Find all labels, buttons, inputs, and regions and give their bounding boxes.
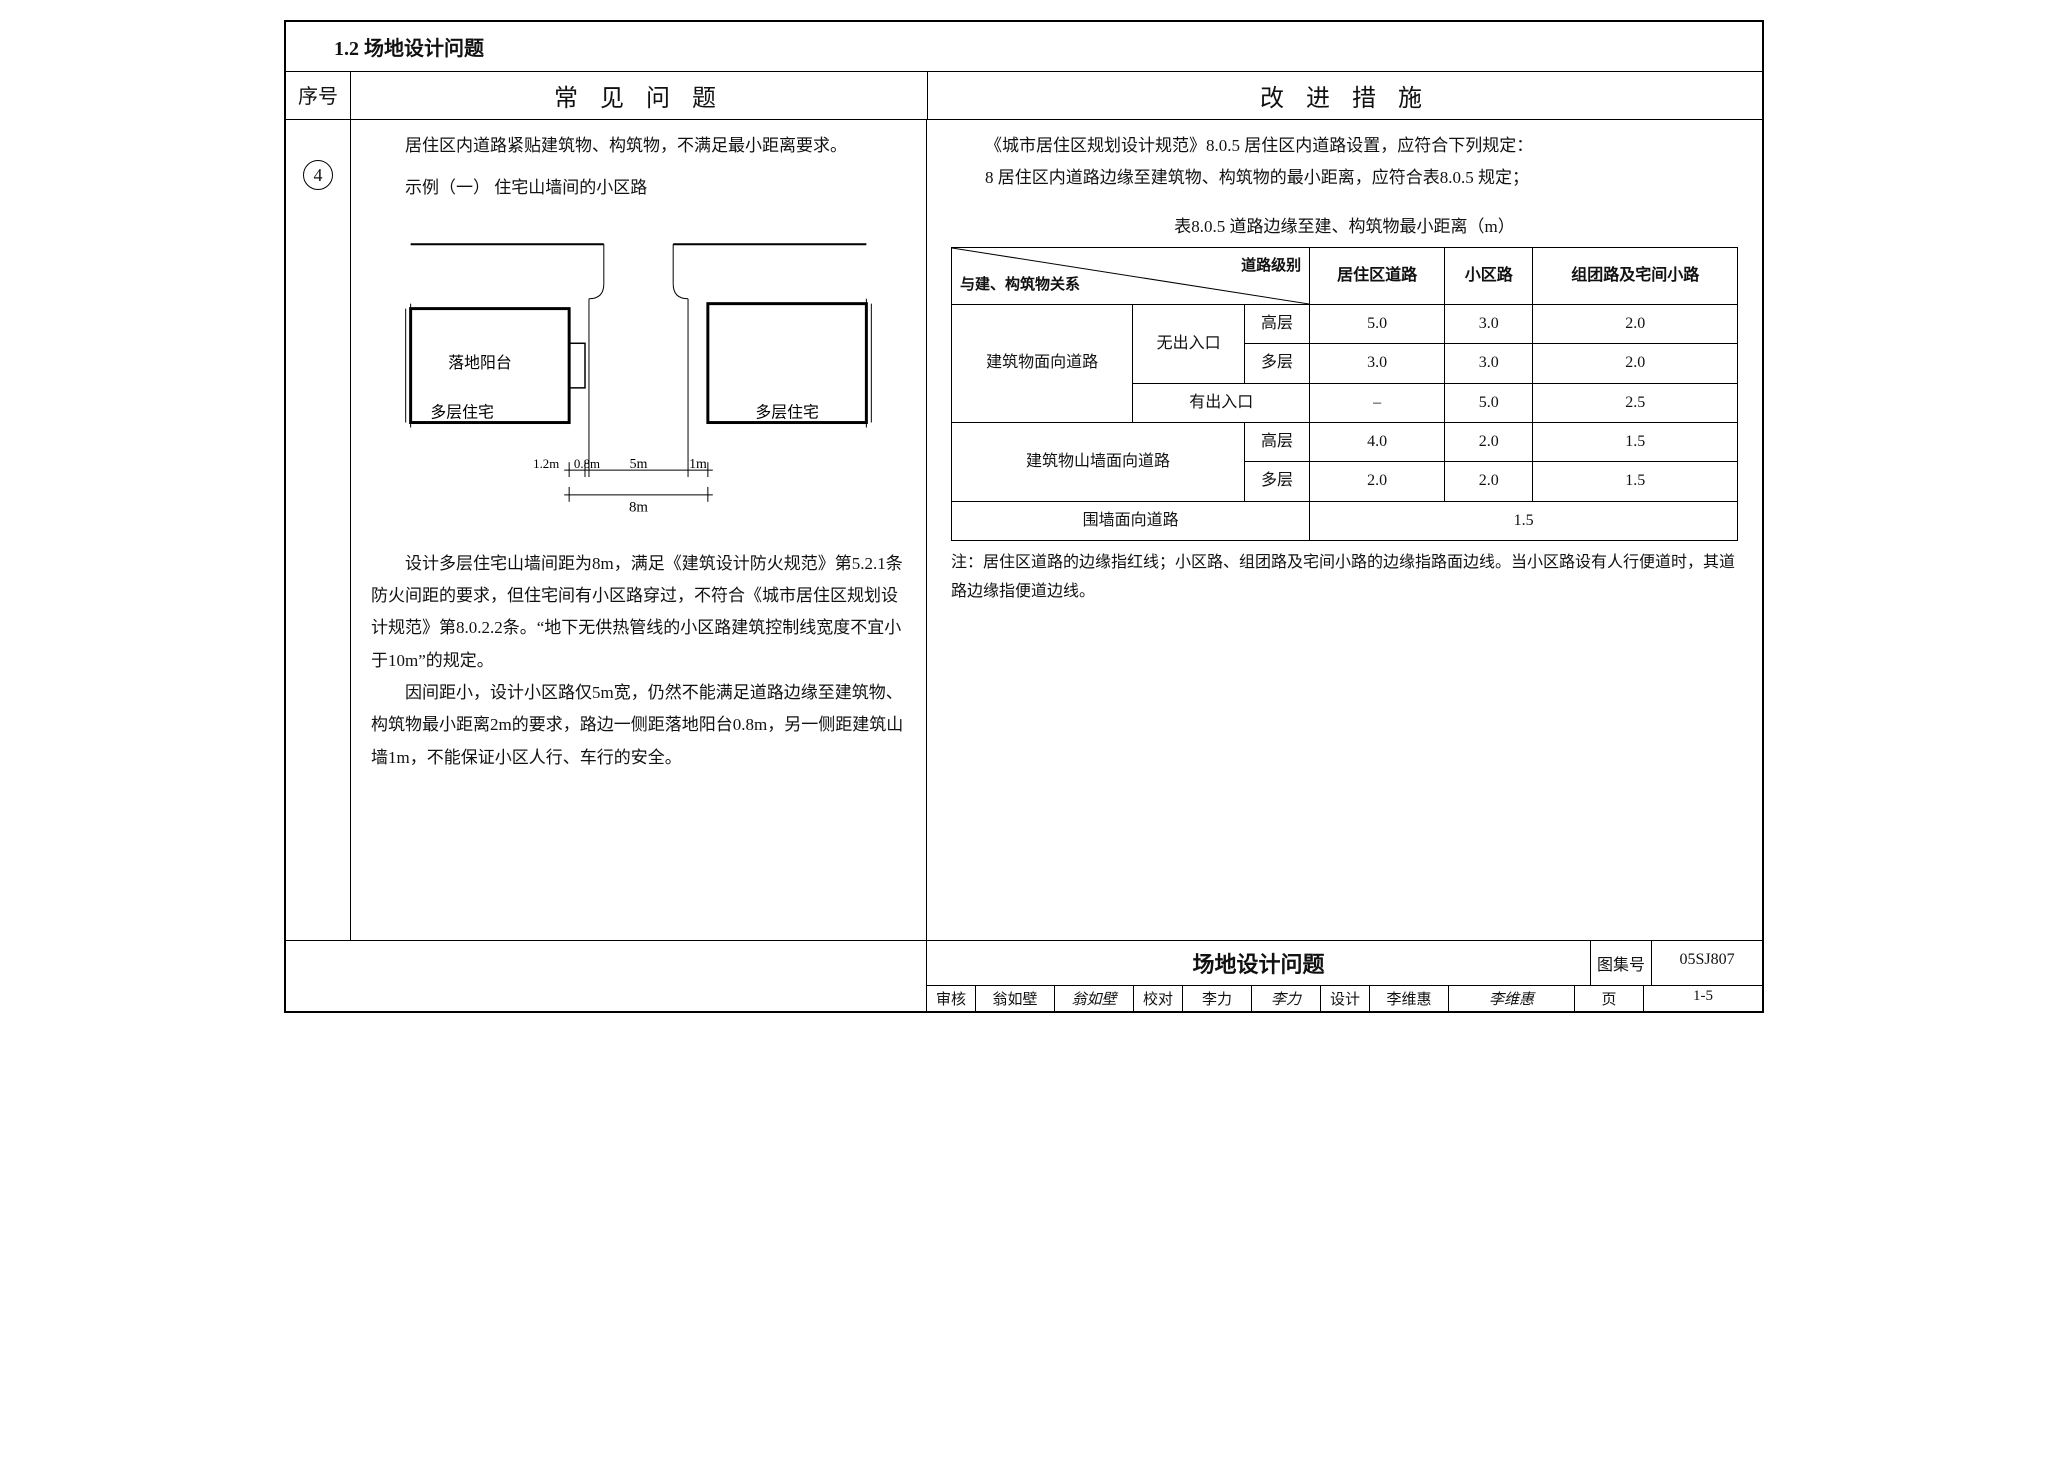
left-building-label: 多层住宅 bbox=[430, 403, 493, 421]
credit-sig-2: 李维惠 bbox=[1449, 986, 1575, 1011]
col-1: 小区路 bbox=[1445, 247, 1533, 304]
header-seq: 序号 bbox=[286, 72, 351, 119]
right-building-label: 多层住宅 bbox=[755, 403, 818, 421]
group1-label: 建筑物面向道路 bbox=[952, 304, 1133, 422]
group2-label: 建筑物山墙面向道路 bbox=[952, 423, 1245, 502]
seq-column: 4 bbox=[286, 120, 351, 940]
level-high: 高层 bbox=[1244, 304, 1309, 343]
section-title: 1.2 场地设计问题 bbox=[286, 22, 1762, 72]
credit-name-2: 李维惠 bbox=[1370, 986, 1449, 1011]
svg-text:1m: 1m bbox=[689, 457, 707, 472]
improve-para2: 8 居住区内道路边缘至建筑物、构筑物的最小距离，应符合表8.0.5 规定； bbox=[951, 162, 1738, 194]
level-multi: 多层 bbox=[1244, 344, 1309, 383]
credit-role-1: 校对 bbox=[1134, 986, 1183, 1011]
problem-para1: 设计多层住宅山墙间距为8m，满足《建筑设计防火规范》第5.2.1条防火间距的要求… bbox=[371, 548, 906, 677]
plan-diagram: 落地阳台 多层住宅 多层住宅 1.2m 0.8m 5m 1m 8m bbox=[371, 213, 906, 533]
group3-label: 围墙面向道路 bbox=[952, 501, 1310, 540]
svg-text:1.2m: 1.2m bbox=[533, 457, 559, 471]
svg-text:5m: 5m bbox=[630, 457, 648, 472]
credit-sig-0: 翁如壁 bbox=[1055, 986, 1134, 1011]
title-block: 场地设计问题 图集号 05SJ807 审核 翁如壁 翁如壁 校对 李力 李力 设… bbox=[286, 940, 1762, 1011]
slash-bottom: 与建、构筑物关系 bbox=[960, 271, 1080, 300]
problem-column: 居住区内道路紧贴建筑物、构筑物，不满足最小距离要求。 示例（一） 住宅山墙间的小… bbox=[351, 120, 927, 940]
header-improve: 改 进 措 施 bbox=[928, 72, 1762, 119]
col-0: 居住区道路 bbox=[1310, 247, 1445, 304]
distance-table: 道路级别 与建、构筑物关系 居住区道路 小区路 组团路及宅间小路 建筑物面向道路… bbox=[951, 247, 1738, 541]
credit-sig-1: 李力 bbox=[1252, 986, 1321, 1011]
svg-text:0.8m: 0.8m bbox=[574, 457, 600, 471]
page-value: 1-5 bbox=[1644, 986, 1762, 1011]
table-body: 4 居住区内道路紧贴建筑物、构筑物，不满足最小距离要求。 示例（一） 住宅山墙间… bbox=[286, 120, 1762, 940]
g1-sub1: 无出入口 bbox=[1133, 304, 1245, 383]
problem-line1: 居住区内道路紧贴建筑物、构筑物，不满足最小距离要求。 bbox=[371, 130, 906, 162]
page-frame: 1.2 场地设计问题 序号 常 见 问 题 改 进 措 施 4 居住区内道路紧贴… bbox=[284, 20, 1764, 1013]
code-value: 05SJ807 bbox=[1652, 941, 1762, 985]
table-note: 注：居住区道路的边缘指红线；小区路、组团路及宅间小路的边缘指路面边线。当小区路设… bbox=[951, 549, 1738, 607]
credit-name-1: 李力 bbox=[1183, 986, 1252, 1011]
table-caption: 表8.0.5 道路边缘至建、构筑物最小距离（m） bbox=[951, 211, 1738, 243]
seq-number: 4 bbox=[303, 160, 333, 190]
balcony-label: 落地阳台 bbox=[448, 354, 511, 372]
improve-column: 《城市居住区规划设计规范》8.0.5 居住区内道路设置，应符合下列规定： 8 居… bbox=[927, 120, 1762, 940]
page-label: 页 bbox=[1575, 986, 1644, 1011]
slash-top: 道路级别 bbox=[1241, 252, 1301, 281]
header-problem: 常 见 问 题 bbox=[351, 72, 928, 119]
improve-para1: 《城市居住区规划设计规范》8.0.5 居住区内道路设置，应符合下列规定： bbox=[951, 130, 1738, 162]
col-2: 组团路及宅间小路 bbox=[1533, 247, 1738, 304]
drawing-title: 场地设计问题 bbox=[927, 941, 1591, 985]
credit-name-0: 翁如壁 bbox=[976, 986, 1055, 1011]
g1-sub2: 有出入口 bbox=[1133, 383, 1310, 422]
problem-para2: 因间距小，设计小区路仅5m宽，仍然不能满足道路边缘至建筑物、构筑物最小距离2m的… bbox=[371, 677, 906, 774]
table-header: 序号 常 见 问 题 改 进 措 施 bbox=[286, 72, 1762, 120]
example-label: 示例（一） 住宅山墙间的小区路 bbox=[371, 172, 906, 204]
credit-role-2: 设计 bbox=[1321, 986, 1370, 1011]
svg-text:8m: 8m bbox=[629, 499, 648, 515]
code-label: 图集号 bbox=[1591, 941, 1652, 985]
title-block-spacer bbox=[286, 941, 927, 1011]
credit-role-0: 审核 bbox=[927, 986, 976, 1011]
